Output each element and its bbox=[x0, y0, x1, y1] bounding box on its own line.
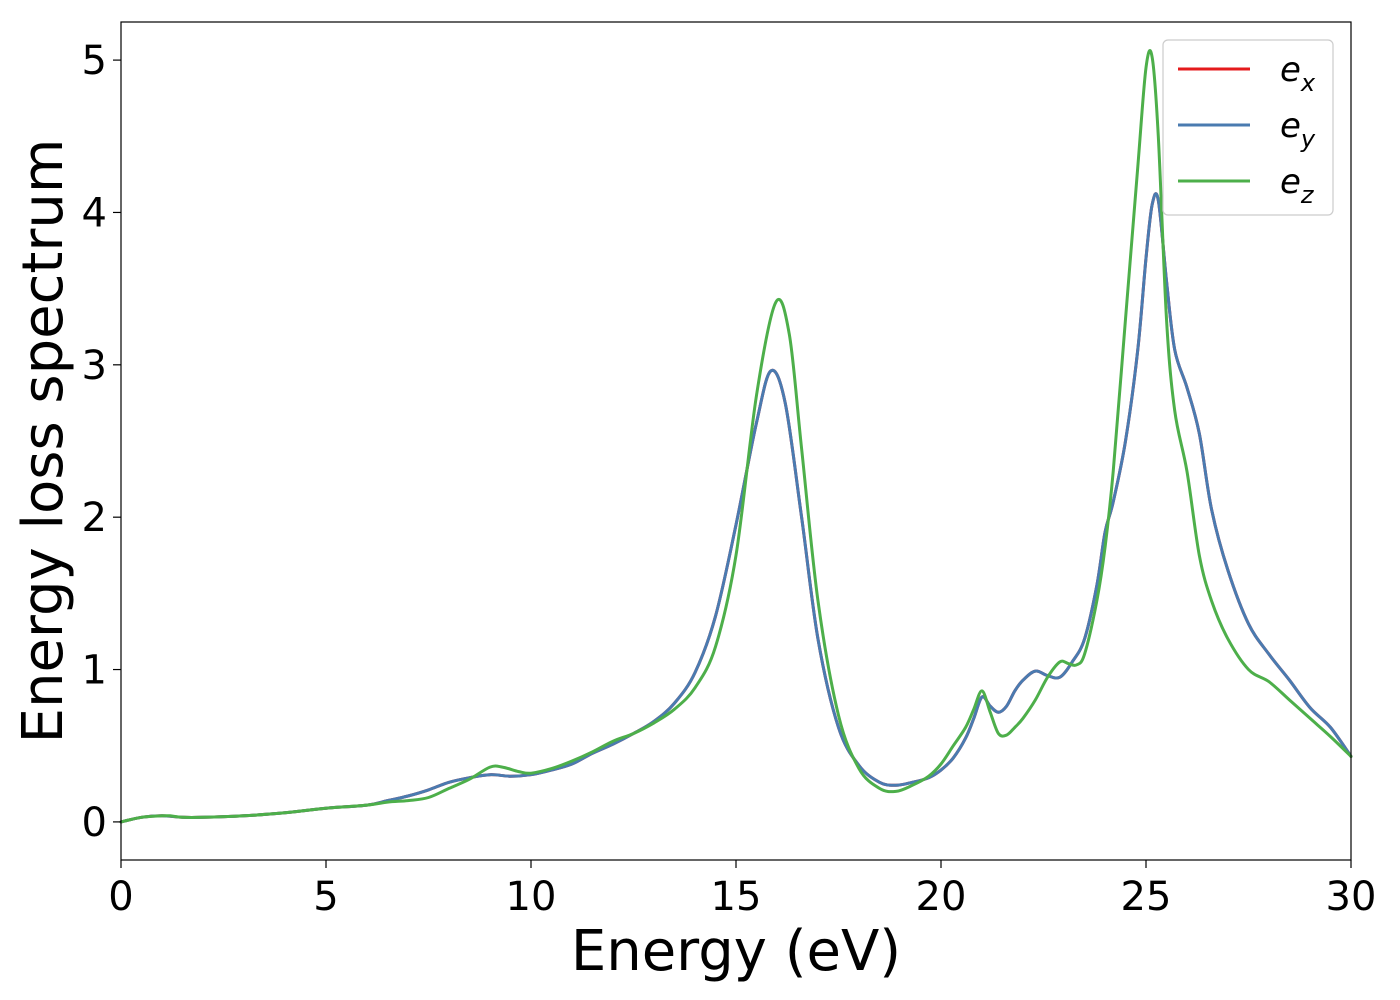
plot-background bbox=[121, 22, 1351, 860]
x-tick-label: 25 bbox=[1121, 874, 1172, 920]
x-tick-label: 20 bbox=[916, 874, 967, 920]
x-tick-label: 10 bbox=[506, 874, 557, 920]
x-axis-label: Energy (eV) bbox=[571, 919, 901, 984]
x-tick-label: 15 bbox=[711, 874, 762, 920]
y-tick-label: 1 bbox=[82, 648, 107, 694]
y-tick-label: 2 bbox=[82, 495, 107, 541]
y-tick-label: 3 bbox=[82, 343, 107, 389]
series-lines bbox=[119, 49, 1353, 824]
series-line-z bbox=[119, 49, 1353, 824]
y-axis-label: Energy loss spectrum bbox=[11, 139, 76, 744]
y-tick-label: 0 bbox=[82, 800, 107, 846]
series-line-y bbox=[119, 192, 1353, 824]
y-tick-label: 4 bbox=[82, 190, 107, 236]
x-tick-label: 5 bbox=[313, 874, 338, 920]
x-axis-ticks: 0 5 10 15 20 25 30 bbox=[108, 860, 1376, 920]
y-tick-label: 5 bbox=[82, 38, 107, 84]
x-tick-label: 30 bbox=[1326, 874, 1377, 920]
x-tick-label: 0 bbox=[108, 874, 133, 920]
legend-box bbox=[1162, 39, 1334, 216]
y-axis-ticks: 0 1 2 3 4 5 bbox=[82, 38, 121, 846]
